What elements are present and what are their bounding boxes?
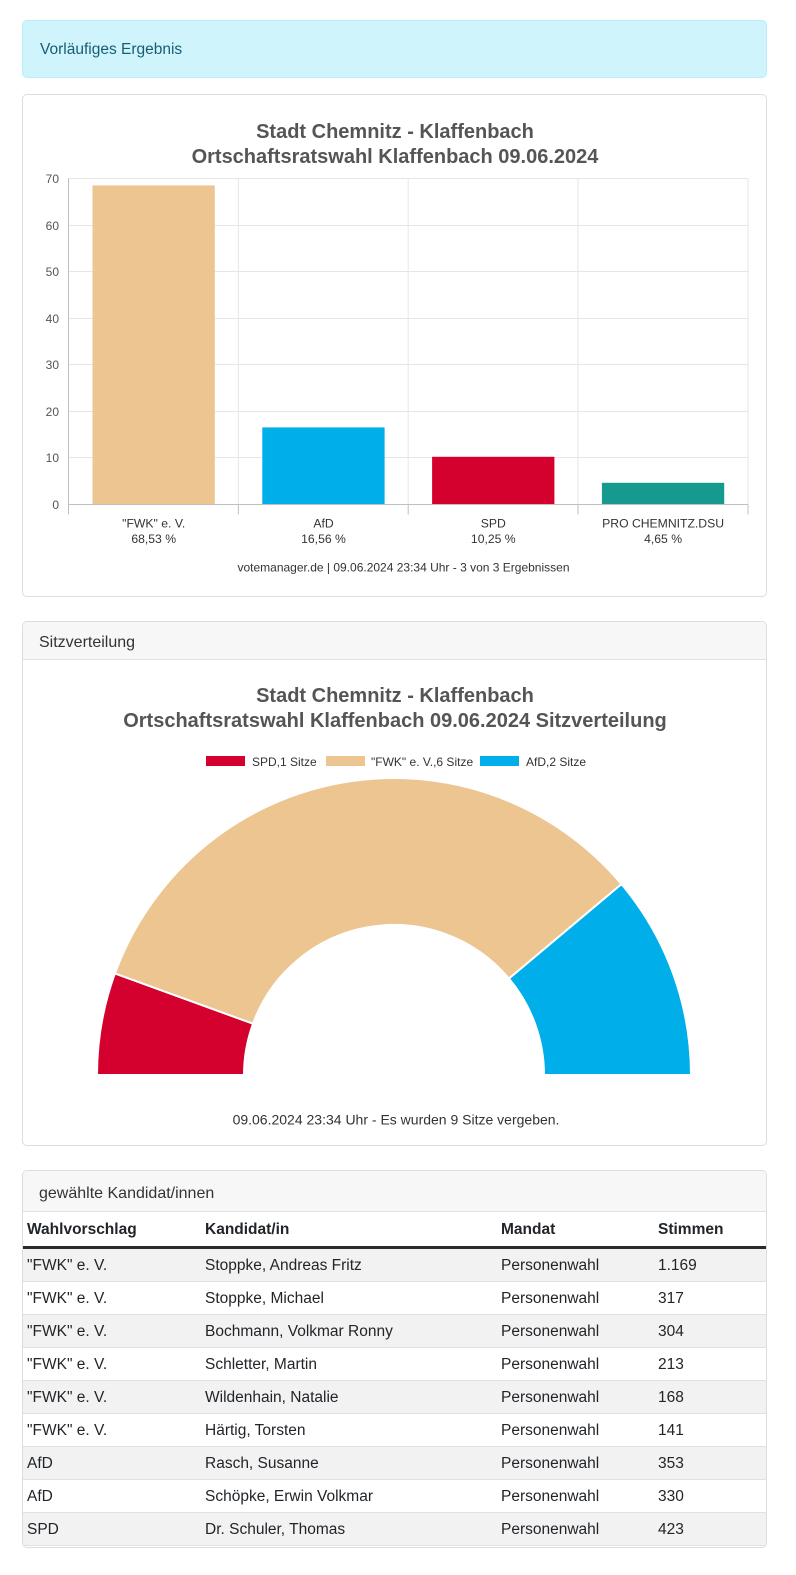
svg-text:SPD,1 Sitze: SPD,1 Sitze: [252, 755, 317, 769]
svg-text:68,53 %: 68,53 %: [131, 532, 176, 546]
svg-text:Ortschaftsratswahl Klaffenbach: Ortschaftsratswahl Klaffenbach 09.06.202…: [123, 710, 667, 732]
svg-text:4,65 %: 4,65 %: [644, 532, 682, 546]
svg-text:Stadt Chemnitz - Klaffenbach: Stadt Chemnitz - Klaffenbach: [256, 121, 534, 143]
svg-text:10,25 %: 10,25 %: [471, 532, 516, 546]
svg-text:SPD: SPD: [481, 517, 506, 531]
svg-text:AfD,2 Sitze: AfD,2 Sitze: [526, 755, 586, 769]
svg-text:PRO CHEMNITZ.DSU: PRO CHEMNITZ.DSU: [602, 517, 724, 531]
svg-text:Stadt Chemnitz - Klaffenbach: Stadt Chemnitz - Klaffenbach: [256, 685, 534, 707]
svg-text:10: 10: [46, 451, 60, 465]
svg-text:50: 50: [46, 265, 60, 279]
svg-text:Ortschaftsratswahl Klaffenbach: Ortschaftsratswahl Klaffenbach 09.06.202…: [192, 146, 600, 168]
svg-text:30: 30: [46, 358, 60, 372]
svg-text:09.06.2024 23:34 Uhr - Es wurd: 09.06.2024 23:34 Uhr - Es wurden 9 Sitze…: [233, 1112, 560, 1128]
svg-text:70: 70: [46, 172, 60, 186]
svg-text:16,56 %: 16,56 %: [301, 532, 346, 546]
svg-text:60: 60: [46, 219, 60, 233]
svg-text:0: 0: [52, 498, 59, 512]
svg-text:AfD: AfD: [313, 517, 334, 531]
svg-text:votemanager.de | 09.06.2024 23: votemanager.de | 09.06.2024 23:34 Uhr - …: [237, 561, 569, 575]
svg-text:"FWK" e. V.,6 Sitze: "FWK" e. V.,6 Sitze: [371, 755, 473, 769]
svg-text:40: 40: [46, 312, 60, 326]
svg-text:"FWK" e. V.: "FWK" e. V.: [122, 517, 185, 531]
svg-text:20: 20: [46, 405, 60, 419]
